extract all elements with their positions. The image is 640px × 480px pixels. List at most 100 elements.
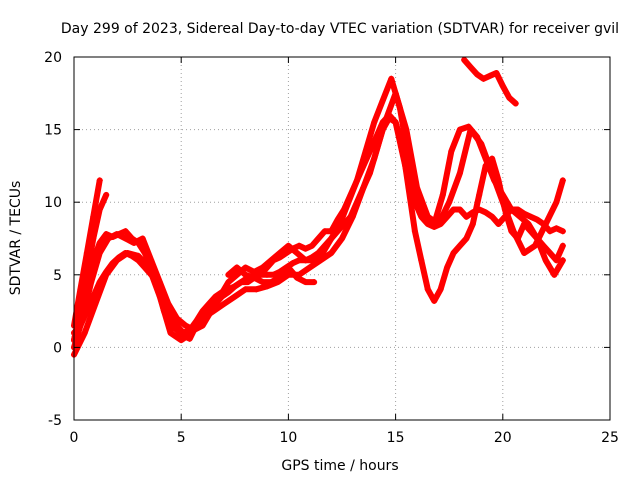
data-point [88,279,95,286]
data-point [81,329,88,336]
data-point [308,242,315,249]
data-point [521,250,528,257]
data-point [178,337,185,344]
data-point [469,220,476,227]
data-point [124,250,131,257]
data-point [534,216,541,223]
data-point [253,286,260,293]
data-point [559,242,566,249]
data-point [474,133,481,140]
data-point [553,199,560,206]
data-point [482,155,489,162]
data-point [131,239,138,246]
x-axis-label: GPS time / hours [281,458,398,474]
data-point [534,235,541,242]
data-point [542,257,549,264]
data-point [495,220,502,227]
data-point [270,271,277,278]
data-point [173,322,180,329]
data-point [319,250,326,257]
data-point [456,126,463,133]
data-point [251,268,258,275]
data-point [105,235,112,242]
data-point [259,279,266,286]
data-point [360,184,367,191]
data-point [491,177,498,184]
data-point [216,293,223,300]
data-point [392,119,399,126]
data-point [199,308,206,315]
data-point [345,199,352,206]
data-point [405,177,412,184]
data-point [285,242,292,249]
data-point [516,213,523,220]
y-tick-label: -5 [48,413,62,429]
data-point [293,250,300,257]
data-point [251,274,258,281]
data-point [285,271,292,278]
data-point [77,286,84,293]
data-point [521,210,528,217]
data-point [182,322,189,329]
series-trace-1 [71,112,566,344]
data-point [482,209,489,216]
data-point [439,191,446,198]
data-point [191,326,198,333]
data-point [96,239,103,246]
data-point [285,264,292,271]
data-point [381,119,388,126]
plot-frame [73,56,611,421]
data-point [165,300,172,307]
data-point [276,250,283,257]
data-point [525,220,532,227]
data-point [469,209,476,216]
data-point [221,300,228,307]
series-trace-4 [71,75,566,351]
data-point [465,123,472,130]
data-point [122,235,129,242]
data-point [431,220,438,227]
data-point [233,264,240,271]
data-point [559,257,566,264]
data-point [499,83,506,90]
data-point [506,94,513,101]
data-point [156,279,163,286]
data-point [122,228,129,235]
data-point [489,155,496,162]
data-point [463,213,470,220]
data-point [259,264,266,271]
data-point [551,271,558,278]
data-point [388,75,395,82]
data-point [96,250,103,257]
data-point [238,279,245,286]
axis-ticks: 0 5 10 15 20 25 -5 0 5 10 15 20 [44,50,619,446]
y-tick-label: 15 [44,123,62,139]
data-point [257,271,264,278]
y-tick-label: 20 [44,50,62,66]
data-point [510,228,517,235]
data-point [476,191,483,198]
series-trace-8 [461,56,519,107]
data-point [139,235,146,242]
data-point [306,264,313,271]
series-trace-5 [71,191,110,344]
data-point [167,329,174,336]
data-point [293,274,300,281]
series-trace-2 [71,115,566,336]
data-point [242,271,249,278]
data-point [90,213,97,220]
data-point [96,206,103,213]
data-point [302,279,309,286]
data-point [424,286,431,293]
data-point [103,271,110,278]
data-point [339,235,345,242]
data-point [349,213,356,220]
data-point [489,213,496,220]
data-point [336,220,343,227]
data-point [456,170,463,177]
x-tick-label: 20 [494,430,512,446]
data-point [546,228,553,235]
data-point [450,250,457,257]
data-point [311,279,318,286]
gridlines [74,57,610,420]
